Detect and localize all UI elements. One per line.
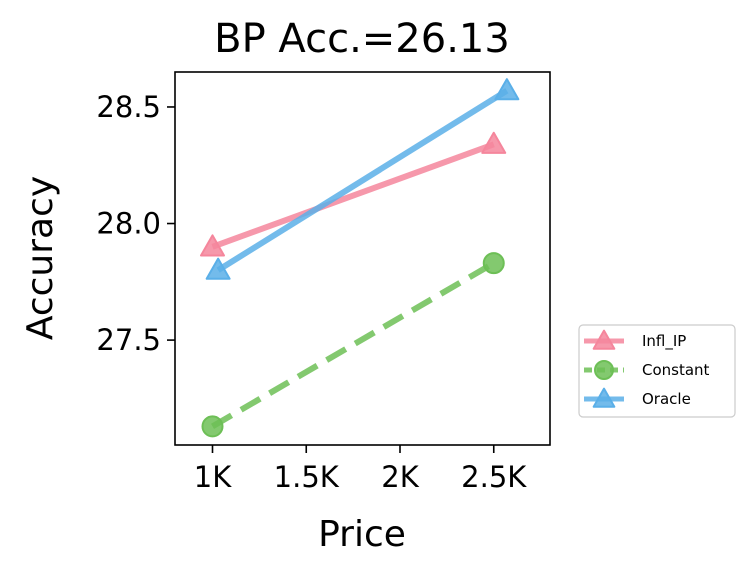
y-tick-label: 28.5 xyxy=(96,90,161,124)
y-tick-label: 27.5 xyxy=(96,323,161,357)
y-tick-label: 28.0 xyxy=(96,207,161,241)
series-oracle xyxy=(205,78,520,280)
x-axis-label: Price xyxy=(318,514,406,555)
legend-frame xyxy=(578,324,736,418)
x-tick-label: 1K xyxy=(194,460,232,494)
y-axis: 27.5 28.0 28.5 xyxy=(96,90,175,357)
series-infl-ip xyxy=(200,131,507,257)
data-point-infl-ip xyxy=(481,131,507,154)
y-axis-label: Accuracy xyxy=(20,176,61,340)
legend-label-constant: Constant xyxy=(642,361,710,379)
series-line-constant xyxy=(210,260,496,429)
series-line-oracle xyxy=(216,88,509,273)
series-layer xyxy=(200,78,520,438)
data-point-oracle xyxy=(494,78,520,101)
legend-marker-oracle xyxy=(592,387,616,408)
x-tick-label: 1.5K xyxy=(274,460,340,494)
legend-item-oracle: Oracle xyxy=(584,387,691,408)
series-line-infl-ip xyxy=(211,141,495,250)
legend-marker-infl-ip xyxy=(592,329,616,350)
data-point-constant xyxy=(482,252,505,275)
data-point-infl-ip xyxy=(200,234,225,257)
legend-label-infl-ip: Infl_IP xyxy=(642,332,686,351)
legend-item-constant: Constant xyxy=(584,360,710,380)
data-point-oracle xyxy=(205,257,231,280)
x-tick-label: 2K xyxy=(381,460,419,494)
series-constant xyxy=(201,252,505,438)
legend-marker-constant xyxy=(594,360,614,380)
x-tick-label: 2.5K xyxy=(461,460,527,494)
legend-label-oracle: Oracle xyxy=(642,390,691,408)
x-axis: 1K 1.5K 2K 2.5K xyxy=(194,445,527,494)
legend-item-infl-ip: Infl_IP xyxy=(584,329,686,351)
chart-title: BP Acc.=26.13 xyxy=(214,16,510,62)
legend: Infl_IP Constant Oracle xyxy=(578,324,736,418)
data-point-constant xyxy=(201,415,224,438)
